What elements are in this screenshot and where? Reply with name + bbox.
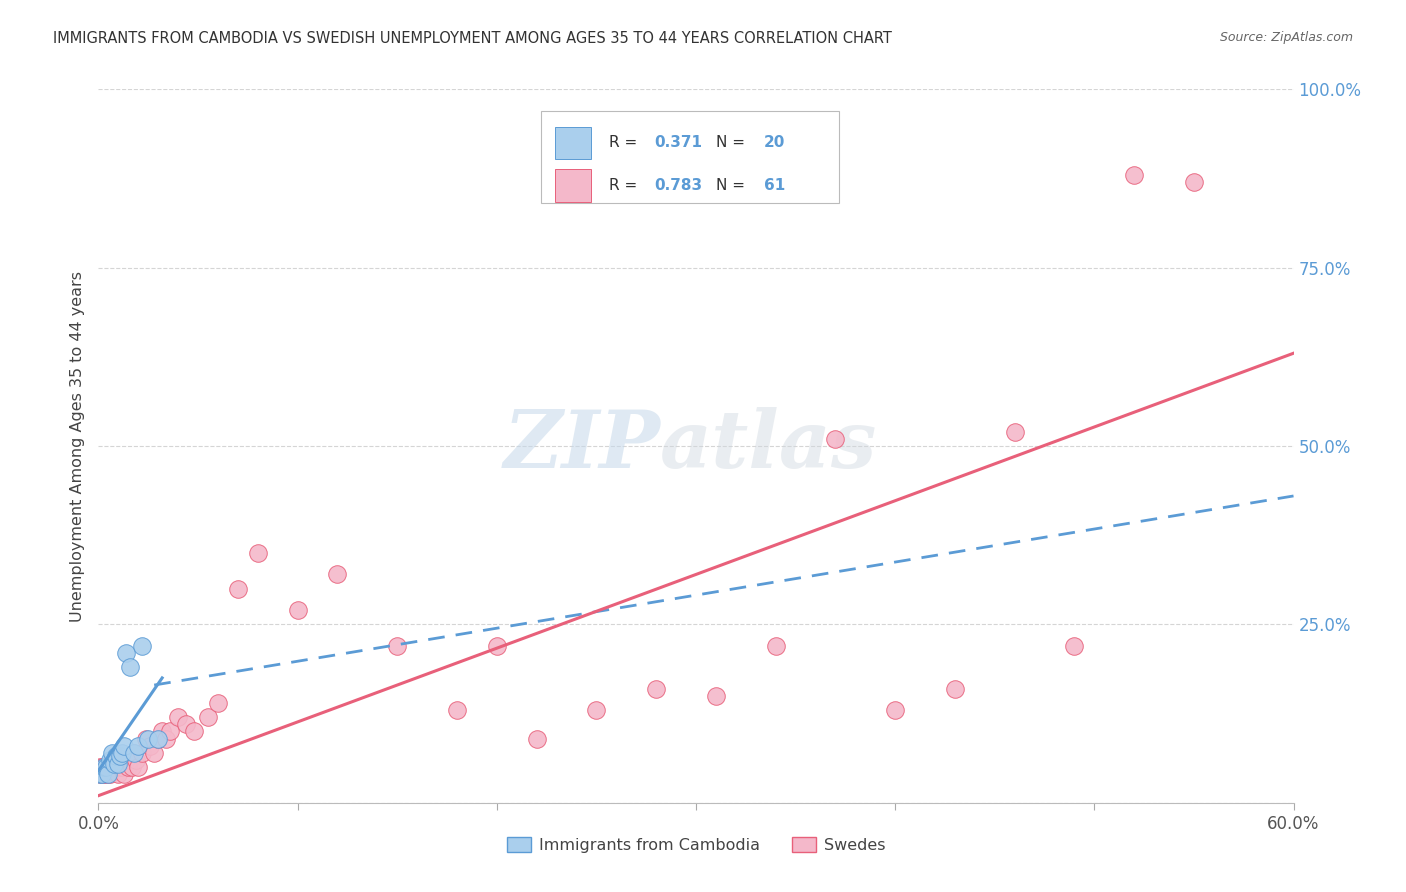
Point [159,724,181,739]
Point [287,603,309,617]
Point [125,753,148,767]
Point [97,767,120,781]
Point [246,546,269,560]
Point [115,646,138,660]
Point [97,760,120,774]
Point [148,731,170,746]
Point [101,753,124,767]
Point [197,710,219,724]
Legend: Immigrants from Cambodia, Swedes: Immigrants from Cambodia, Swedes [501,830,891,859]
Point [93,767,115,781]
Point [120,753,142,767]
Point [105,760,128,774]
Point [884,703,907,717]
Point [143,746,166,760]
Point [155,731,177,746]
Point [91,767,114,781]
Point [89,767,111,781]
Point [98,760,122,774]
Point [385,639,409,653]
Point [131,639,153,653]
Text: 20: 20 [763,136,786,150]
Point [111,760,134,774]
Point [526,731,548,746]
Point [446,703,468,717]
Point [1123,168,1146,182]
Point [96,767,118,781]
Point [107,767,129,781]
Point [226,582,249,596]
Point [121,760,143,774]
Point [107,756,129,771]
Text: ZIP: ZIP [503,408,661,484]
Point [124,746,146,760]
Point [704,689,727,703]
Text: 0.783: 0.783 [654,178,702,193]
Point [98,767,122,781]
Point [101,760,124,774]
Point [93,760,115,774]
Point [167,710,190,724]
Point [96,760,118,774]
Point [127,739,149,753]
Point [207,696,229,710]
Point [89,760,111,774]
FancyBboxPatch shape [555,169,591,202]
Point [326,567,349,582]
Point [824,432,846,446]
Text: R =: R = [609,178,643,193]
FancyBboxPatch shape [541,111,839,203]
Point [112,739,135,753]
Point [1004,425,1026,439]
Point [136,731,159,746]
Point [97,767,120,781]
Point [101,746,124,760]
Point [98,753,122,767]
Point [1063,639,1085,653]
FancyBboxPatch shape [555,127,591,159]
Point [131,746,153,760]
Text: N =: N = [716,178,751,193]
Point [89,767,111,781]
Point [1182,175,1205,189]
Text: Source: ZipAtlas.com: Source: ZipAtlas.com [1219,31,1353,45]
Point [107,753,129,767]
Point [115,753,138,767]
Point [485,639,508,653]
Point [117,760,139,774]
Point [103,756,125,771]
Point [93,760,115,774]
Point [150,724,173,739]
Point [943,681,966,696]
Point [174,717,197,731]
Y-axis label: Unemployment Among Ages 35 to 44 years: Unemployment Among Ages 35 to 44 years [69,270,84,622]
Text: IMMIGRANTS FROM CAMBODIA VS SWEDISH UNEMPLOYMENT AMONG AGES 35 TO 44 YEARS CORRE: IMMIGRANTS FROM CAMBODIA VS SWEDISH UNEM… [53,31,893,46]
Point [91,760,114,774]
Point [120,660,142,674]
Text: 0.371: 0.371 [654,136,702,150]
Point [148,731,170,746]
Point [135,731,157,746]
Point [105,749,128,764]
Point [103,753,125,767]
Text: R =: R = [609,136,643,150]
Point [645,681,668,696]
Text: atlas: atlas [661,408,877,484]
Point [112,767,135,781]
Point [110,749,132,764]
Point [765,639,787,653]
Point [585,703,607,717]
Point [183,724,205,739]
Point [96,760,118,774]
Text: 61: 61 [763,178,786,193]
Point [91,767,114,781]
Point [139,739,162,753]
Point [124,746,146,760]
Point [111,746,134,760]
Point [103,760,125,774]
Point [127,760,149,774]
Point [110,760,132,774]
Text: N =: N = [716,136,751,150]
